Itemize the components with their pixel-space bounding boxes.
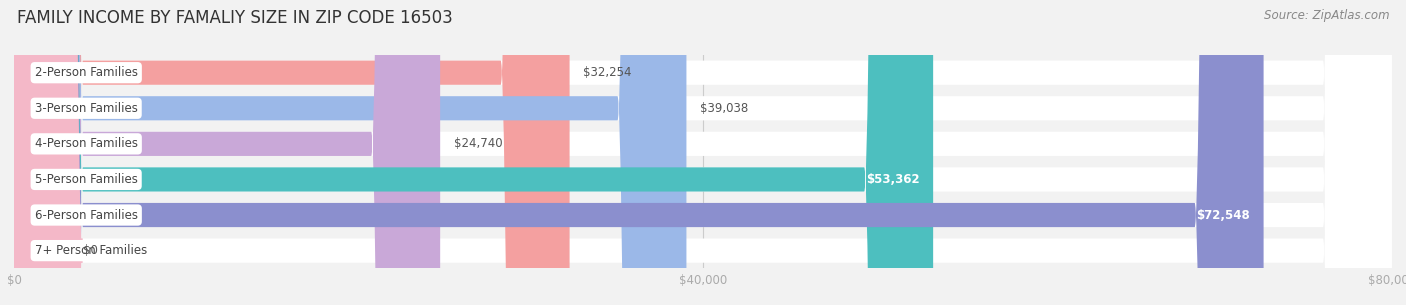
Text: 4-Person Families: 4-Person Families: [35, 137, 138, 150]
Text: FAMILY INCOME BY FAMALIY SIZE IN ZIP CODE 16503: FAMILY INCOME BY FAMALIY SIZE IN ZIP COD…: [17, 9, 453, 27]
FancyBboxPatch shape: [14, 0, 686, 305]
Text: $0: $0: [83, 244, 98, 257]
Text: $39,038: $39,038: [700, 102, 748, 115]
Text: $32,254: $32,254: [583, 66, 631, 79]
FancyBboxPatch shape: [14, 0, 1392, 305]
Text: 3-Person Families: 3-Person Families: [35, 102, 138, 115]
FancyBboxPatch shape: [14, 0, 569, 305]
Text: Source: ZipAtlas.com: Source: ZipAtlas.com: [1264, 9, 1389, 22]
FancyBboxPatch shape: [14, 0, 1392, 305]
FancyBboxPatch shape: [14, 0, 1264, 305]
Text: $72,548: $72,548: [1197, 209, 1250, 221]
FancyBboxPatch shape: [14, 0, 934, 305]
Text: $53,362: $53,362: [866, 173, 920, 186]
FancyBboxPatch shape: [14, 0, 1392, 305]
FancyBboxPatch shape: [14, 0, 1392, 305]
Text: 5-Person Families: 5-Person Families: [35, 173, 138, 186]
FancyBboxPatch shape: [14, 0, 440, 305]
Text: 6-Person Families: 6-Person Families: [35, 209, 138, 221]
FancyBboxPatch shape: [0, 0, 83, 305]
Text: 7+ Person Families: 7+ Person Families: [35, 244, 148, 257]
FancyBboxPatch shape: [14, 0, 1392, 305]
Text: $24,740: $24,740: [454, 137, 502, 150]
FancyBboxPatch shape: [14, 0, 1392, 305]
Text: 2-Person Families: 2-Person Families: [35, 66, 138, 79]
